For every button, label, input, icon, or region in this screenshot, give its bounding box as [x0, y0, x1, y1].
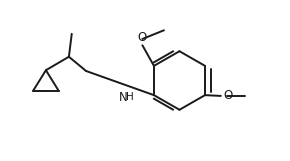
Text: O: O: [223, 89, 232, 102]
Text: O: O: [138, 31, 147, 44]
Text: N: N: [119, 91, 127, 104]
Text: H: H: [126, 92, 134, 102]
